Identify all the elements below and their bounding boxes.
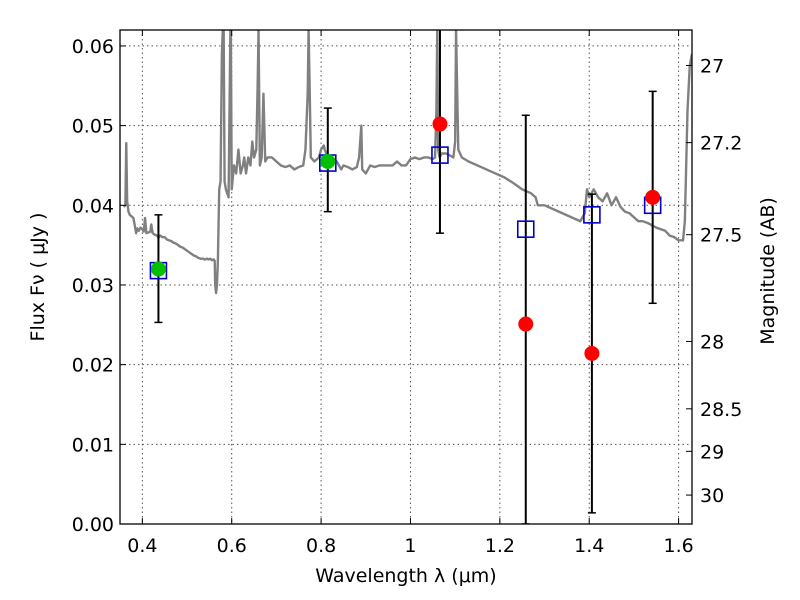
x-tick-label: 1.6 xyxy=(663,535,693,557)
x-tick-label: 1.2 xyxy=(485,535,515,557)
y-tick-label: 0.05 xyxy=(72,116,114,138)
y-tick-label: 0.00 xyxy=(72,514,114,536)
mag-tick-label: 29 xyxy=(700,441,724,463)
model-photometry-box xyxy=(583,206,601,224)
grid xyxy=(120,30,692,525)
model-photometry-box xyxy=(431,146,449,164)
observed-photometry-point xyxy=(320,153,336,169)
observed-photometry-point xyxy=(518,316,534,332)
y-tick-label: 0.03 xyxy=(72,275,114,297)
x-tick-label: 0.8 xyxy=(306,535,336,557)
y-tick-label: 0.01 xyxy=(72,434,114,456)
observed-photometry-point xyxy=(584,345,600,361)
x-tick-label: 0.4 xyxy=(127,535,157,557)
plot-area xyxy=(122,30,692,524)
x-axis-title: Wavelength λ (μm) xyxy=(315,565,496,587)
model-spectrum-line xyxy=(122,30,692,295)
observed-photometry-point xyxy=(150,261,166,277)
x-tick-label: 1.4 xyxy=(574,535,604,557)
observed-photometry-point xyxy=(432,116,448,132)
mag-tick-label: 27.2 xyxy=(700,133,742,155)
plot-frame xyxy=(119,29,693,525)
mag-tick-label: 28 xyxy=(700,331,724,353)
right-axis-title: Magnitude (AB) xyxy=(757,197,779,345)
y-tick-label: 0.02 xyxy=(72,355,114,377)
axis-ticks: 0.4 0.6 0.8 1 1.2 1.4 1.6 0.00 0.01 0.02 0.03 0.04 0… xyxy=(72,30,742,557)
mag-tick-label: 28.5 xyxy=(700,399,742,421)
observed-photometry-point xyxy=(645,189,661,205)
mag-tick-label: 30 xyxy=(700,485,724,507)
mag-tick-label: 27.5 xyxy=(700,225,742,247)
model-photometry-box xyxy=(516,220,535,238)
y-tick-label: 0.06 xyxy=(72,36,114,58)
y-tick-label: 0.04 xyxy=(72,195,114,217)
x-tick-label: 0.6 xyxy=(217,535,247,557)
y-axis-title: Flux Fν ( μJy ) xyxy=(27,213,49,342)
mag-tick-label: 27 xyxy=(700,55,724,77)
plot-content xyxy=(122,30,692,524)
x-tick-label: 1 xyxy=(404,535,416,557)
